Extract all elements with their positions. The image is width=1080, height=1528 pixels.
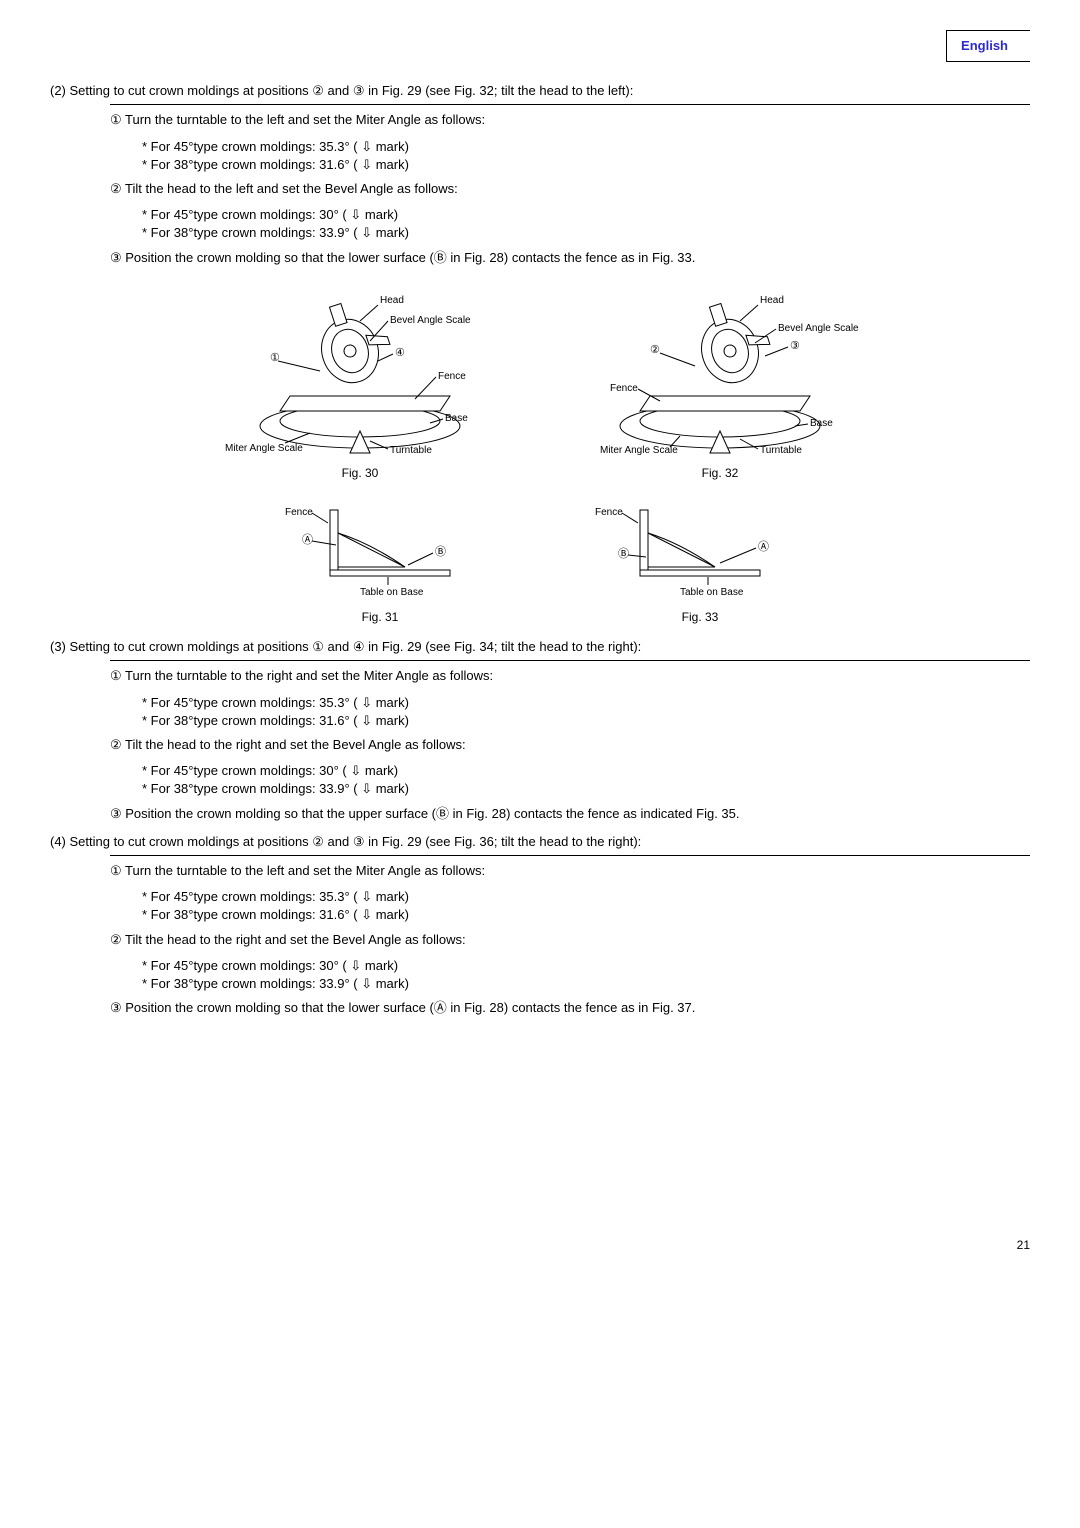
fig32-turn: Turntable (760, 445, 802, 456)
fig32-fence: Fence (610, 383, 638, 394)
s4-s1b: * For 38°type crown moldings: 31.6° ( ⇩ … (142, 906, 1030, 924)
fig30-n1: ① (270, 352, 280, 364)
section2-title: (2) Setting to cut crown moldings at pos… (50, 82, 1030, 100)
fig32-head: Head (760, 295, 784, 306)
s3-s1a: * For 45°type crown moldings: 35.3° ( ⇩ … (142, 694, 1030, 712)
fig32-cap: Fig. 32 (580, 465, 860, 482)
figure-row-1: Head Bevel Angle Scale Fence Base Miter … (50, 281, 1030, 482)
fig30-head: Head (380, 295, 404, 306)
fig33-svg: Fence Ⓑ Ⓐ Table on Base (580, 495, 820, 605)
fig33-cap: Fig. 33 (580, 609, 820, 626)
section4-title: (4) Setting to cut crown moldings at pos… (50, 833, 1030, 851)
language-tag: English (50, 30, 1030, 62)
s4-step1: ① Turn the turntable to the left and set… (110, 862, 1030, 880)
s3-step1: ① Turn the turntable to the right and se… (110, 667, 1030, 685)
fig31-svg: Fence Ⓐ Ⓑ Table on Base (260, 495, 500, 605)
fig31-table: Table on Base (360, 587, 424, 598)
fig31: Fence Ⓐ Ⓑ Table on Base Fig. 31 (260, 495, 500, 626)
s3-s2a: * For 45°type crown moldings: 30° ( ⇩ ma… (142, 762, 1030, 780)
figure-row-2: Fence Ⓐ Ⓑ Table on Base Fig. 31 Fence Ⓑ … (50, 495, 1030, 626)
s4-s1a: * For 45°type crown moldings: 35.3° ( ⇩ … (142, 888, 1030, 906)
section3-title: (3) Setting to cut crown moldings at pos… (50, 638, 1030, 656)
fig33-table: Table on Base (680, 587, 744, 598)
s4-step2: ② Tilt the head to the right and set the… (110, 931, 1030, 949)
s3-s2b: * For 38°type crown moldings: 33.9° ( ⇩ … (142, 780, 1030, 798)
s4-s2b: * For 38°type crown moldings: 33.9° ( ⇩ … (142, 975, 1030, 993)
fig33-b: Ⓑ (618, 547, 629, 560)
fig30: Head Bevel Angle Scale Fence Base Miter … (220, 281, 500, 482)
fig32-svg: Head Bevel Angle Scale Fence Base Miter … (580, 281, 860, 461)
fig32: Head Bevel Angle Scale Fence Base Miter … (580, 281, 860, 482)
s2-s1a: * For 45°type crown moldings: 35.3° ( ⇩ … (142, 138, 1030, 156)
fig31-fence: Fence (285, 507, 313, 518)
s4-s2a: * For 45°type crown moldings: 30° ( ⇩ ma… (142, 957, 1030, 975)
fig32-miter: Miter Angle Scale (600, 445, 678, 456)
fig31-b: Ⓑ (435, 545, 446, 558)
s2-step3: ③ Position the crown molding so that the… (110, 249, 1030, 267)
page-number: 21 (50, 1237, 1030, 1254)
s2-step1: ① Turn the turntable to the left and set… (110, 111, 1030, 129)
fig32-n2: ② (650, 344, 660, 356)
fig30-fence: Fence (438, 371, 466, 382)
fig30-turn: Turntable (390, 445, 432, 456)
s2-step2: ② Tilt the head to the left and set the … (110, 180, 1030, 198)
s3-step3: ③ Position the crown molding so that the… (110, 805, 1030, 823)
s2-s2a: * For 45°type crown moldings: 30° ( ⇩ ma… (142, 206, 1030, 224)
divider (110, 855, 1030, 856)
fig30-bevel: Bevel Angle Scale (390, 315, 471, 326)
fig33-fence: Fence (595, 507, 623, 518)
divider (110, 104, 1030, 105)
s3-s1b: * For 38°type crown moldings: 31.6° ( ⇩ … (142, 712, 1030, 730)
s2-s2b: * For 38°type crown moldings: 33.9° ( ⇩ … (142, 224, 1030, 242)
s3-step2: ② Tilt the head to the right and set the… (110, 736, 1030, 754)
fig30-base: Base (445, 413, 468, 424)
language-label: English (946, 30, 1030, 62)
fig30-svg: Head Bevel Angle Scale Fence Base Miter … (220, 281, 500, 461)
fig31-cap: Fig. 31 (260, 609, 500, 626)
fig32-base: Base (810, 418, 833, 429)
fig32-bevel: Bevel Angle Scale (778, 323, 859, 334)
s2-s1b: * For 38°type crown moldings: 31.6° ( ⇩ … (142, 156, 1030, 174)
divider (110, 660, 1030, 661)
fig33-a: Ⓐ (758, 540, 769, 553)
fig30-cap: Fig. 30 (220, 465, 500, 482)
s4-step3: ③ Position the crown molding so that the… (110, 999, 1030, 1017)
fig32-n3: ③ (790, 340, 800, 352)
fig30-n4: ④ (395, 347, 405, 359)
fig30-miter: Miter Angle Scale (225, 443, 303, 454)
fig31-a: Ⓐ (302, 533, 313, 546)
fig33: Fence Ⓑ Ⓐ Table on Base Fig. 33 (580, 495, 820, 626)
